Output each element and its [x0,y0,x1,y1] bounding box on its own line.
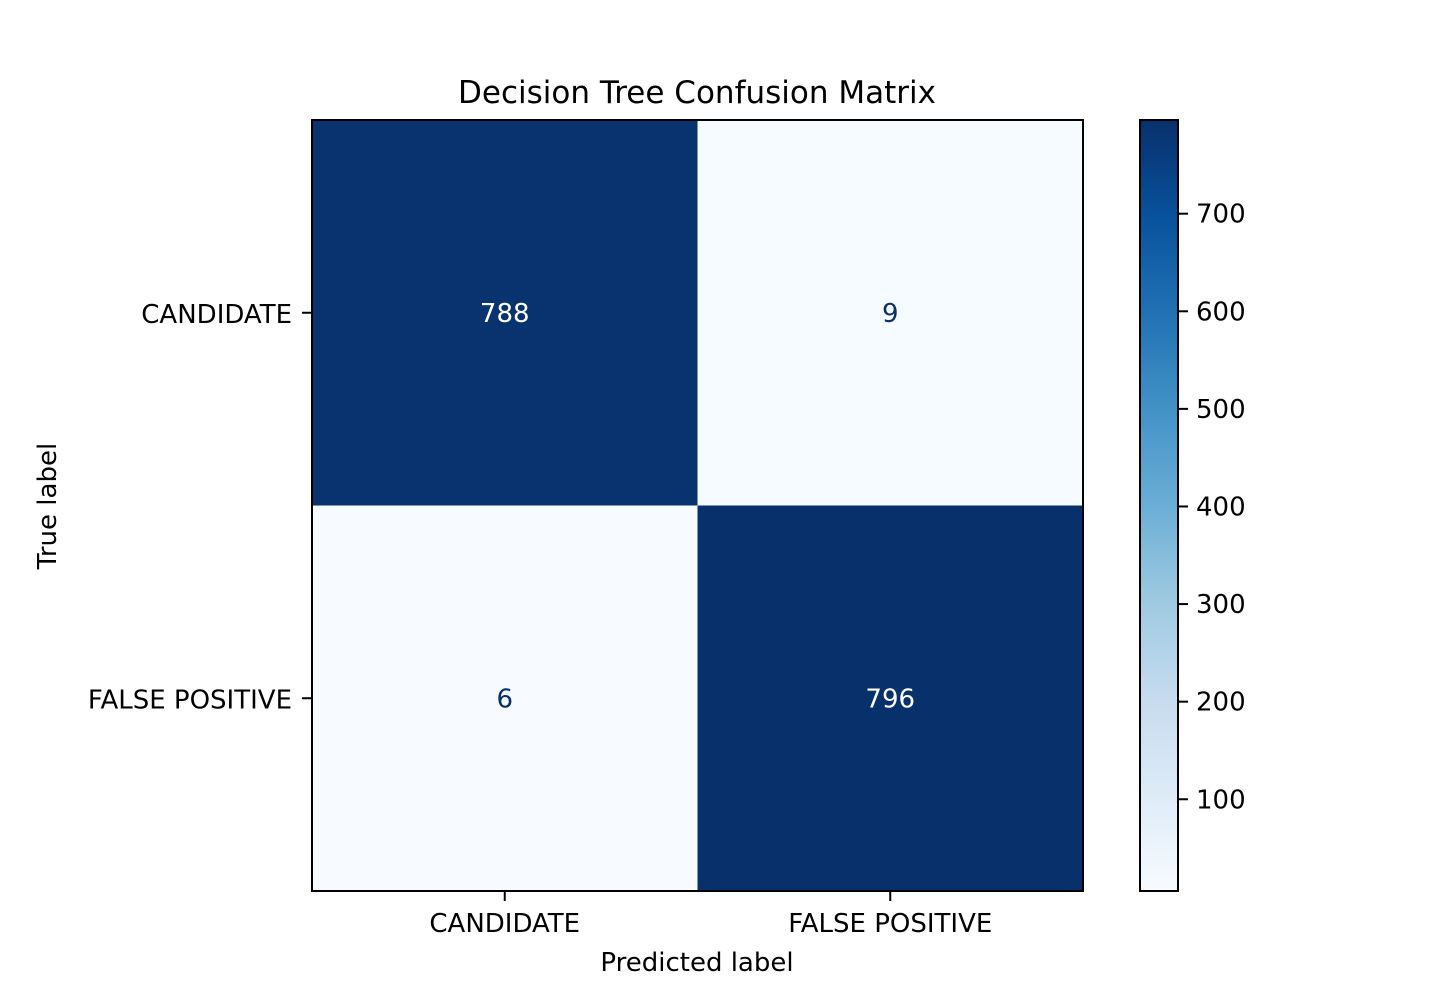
colorbar-tick-label: 100 [1196,785,1246,815]
cell-value-label: 6 [496,684,513,714]
x-axis-label: Predicted label [600,948,793,978]
y-tick-label: CANDIDATE [141,300,292,330]
matrix-cell [312,505,698,891]
matrix-cell [697,505,1083,891]
matrix-cell-labels: 788 9 6 796 [480,299,915,715]
plot-frame [311,119,1084,892]
cell-value-label: 9 [882,299,899,329]
colorbar-tick-label: 600 [1196,297,1246,327]
colorbar-ticks: 100 200 300 400 500 600 700 [1178,200,1246,815]
colorbar-tick-label: 200 [1196,688,1246,718]
matrix-cell [312,120,698,506]
colorbar [1139,119,1179,892]
matrix-cell [697,120,1083,506]
y-tick-label: FALSE POSITIVE [88,685,292,715]
y-axis-ticks: CANDIDATE FALSE POSITIVE [88,300,312,715]
chart-title: Decision Tree Confusion Matrix [458,75,936,111]
cell-value-label: 788 [480,299,530,329]
colorbar-tick-label: 500 [1196,395,1246,425]
x-tick-label: CANDIDATE [429,909,580,939]
colorbar-tick-label: 700 [1196,200,1246,230]
colorbar-tick-label: 400 [1196,492,1246,522]
matrix-cells [312,120,1083,891]
x-axis-ticks: CANDIDATE FALSE POSITIVE [429,891,992,939]
x-tick-label: FALSE POSITIVE [788,909,992,939]
colorbar-tick-label: 300 [1196,590,1246,620]
y-axis-label: True label [33,443,63,570]
cell-value-label: 796 [865,684,915,714]
